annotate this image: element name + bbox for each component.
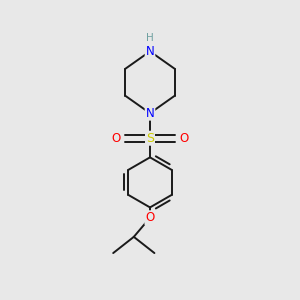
Text: O: O	[112, 132, 121, 145]
Text: O: O	[179, 132, 188, 145]
Text: N: N	[146, 45, 154, 58]
Text: N: N	[146, 107, 154, 120]
Text: O: O	[146, 211, 154, 224]
Text: S: S	[146, 132, 154, 145]
Text: H: H	[146, 33, 154, 43]
